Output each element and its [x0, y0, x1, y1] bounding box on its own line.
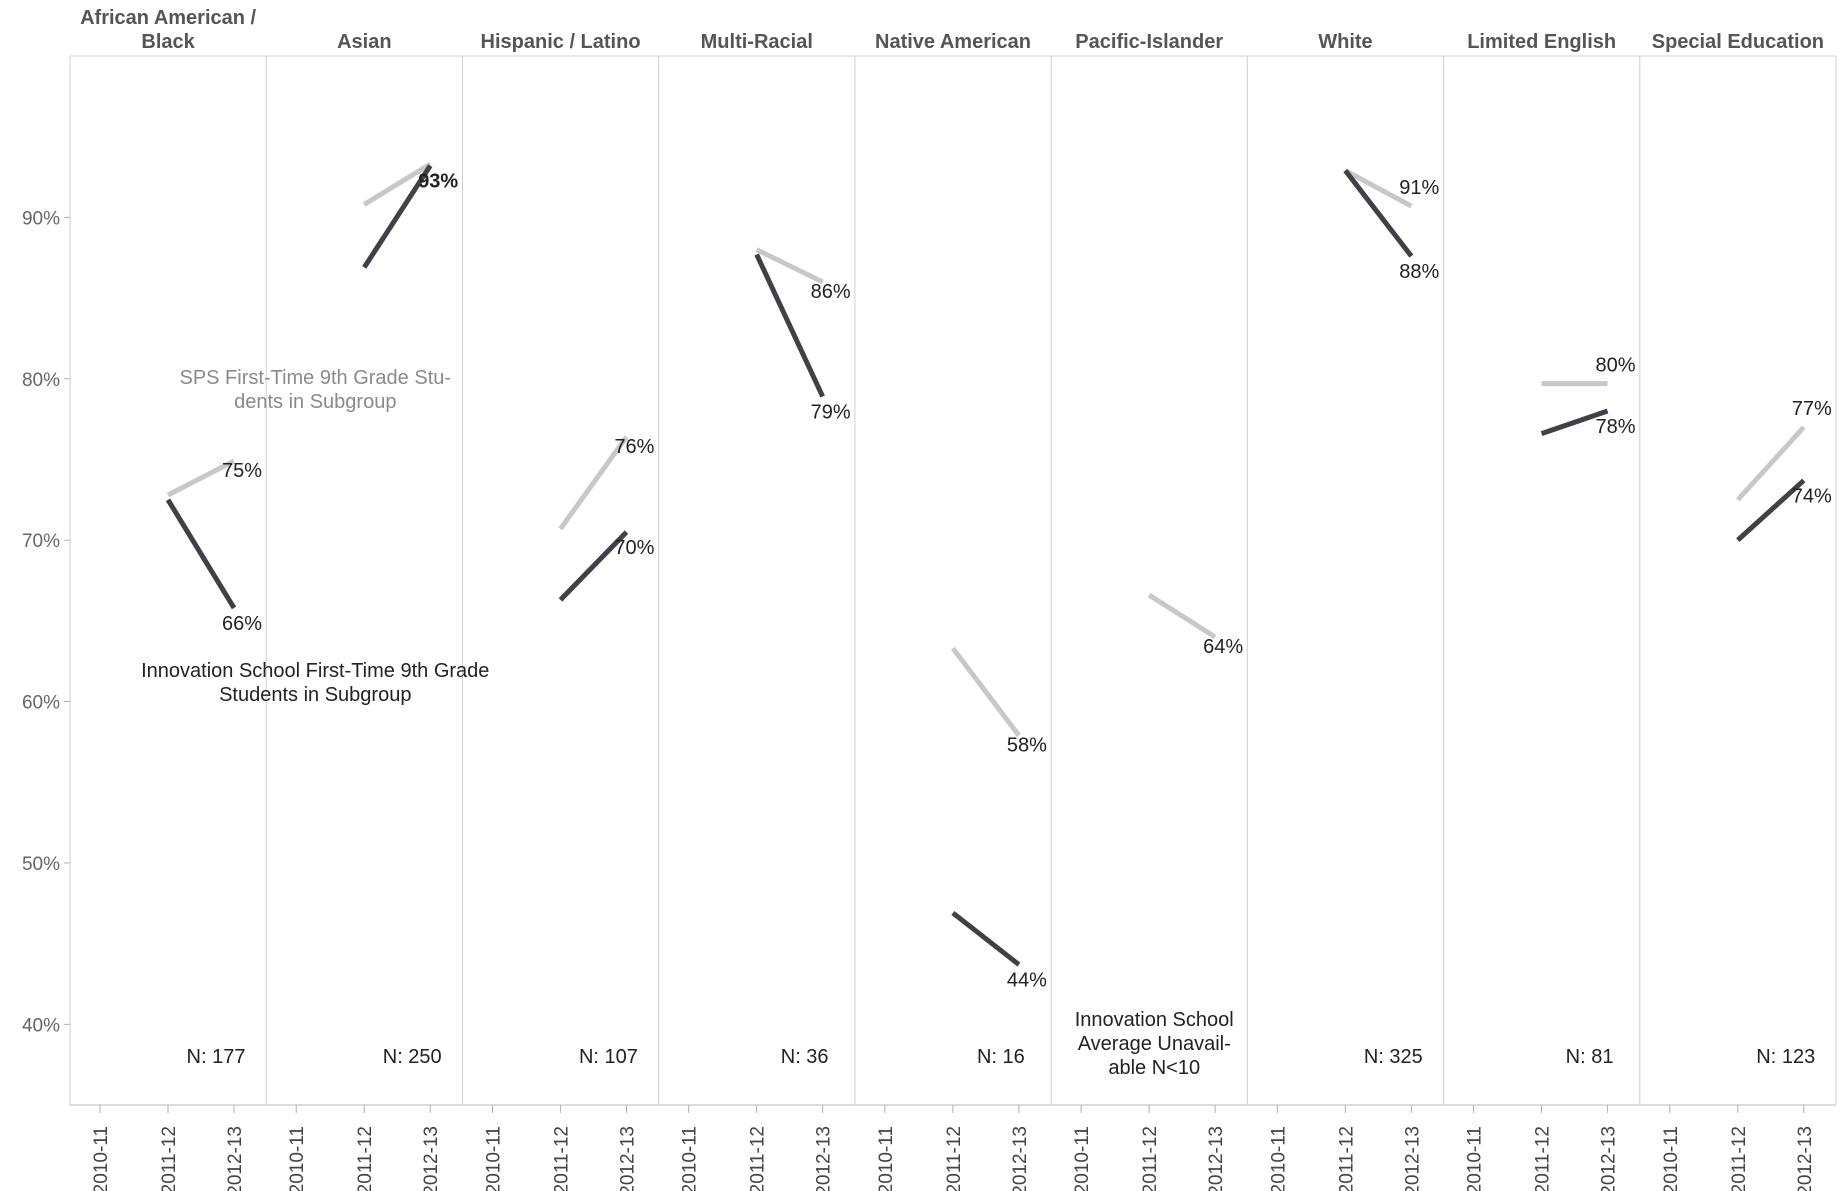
sps-series-annotation: SPS First-Time 9th Grade Stu- — [179, 367, 451, 389]
x-tick-label: 2012-13 — [1402, 1126, 1423, 1191]
x-tick-label: 2012-13 — [617, 1126, 638, 1191]
unavailable-annotation: Innovation School — [1075, 1009, 1234, 1031]
y-tick-label: 70% — [22, 531, 60, 552]
sps-data-label: 75% — [222, 460, 262, 482]
innovation-data-label: 93% — [418, 171, 458, 193]
innovation-data-label: 70% — [614, 537, 654, 559]
innovation-data-label: 66% — [222, 613, 262, 635]
innovation-line-segment — [1343, 169, 1414, 258]
x-tick-label: 2012-13 — [1795, 1126, 1816, 1191]
x-tick-label: 2011-12 — [159, 1126, 180, 1191]
sps-line-segment — [362, 161, 432, 207]
panel-header: Pacific-Islander — [1075, 31, 1223, 53]
panel-header: Special Education — [1652, 31, 1824, 53]
x-tick-label: 2011-12 — [1336, 1126, 1357, 1191]
panel-header: White — [1318, 31, 1372, 53]
x-tick-label: 2011-12 — [944, 1126, 965, 1191]
unavailable-annotation: Average Unavail- — [1078, 1033, 1231, 1055]
panel-header: Black — [141, 31, 195, 53]
sps-data-label: 76% — [614, 436, 654, 458]
x-tick-label: 2012-13 — [1010, 1126, 1031, 1191]
sps-line-segment — [166, 458, 236, 498]
sps-data-label: 86% — [811, 281, 851, 303]
x-tick-label: 2010-11 — [1661, 1126, 1682, 1191]
sps-data-label: 80% — [1596, 355, 1636, 377]
x-tick-label: 2010-11 — [287, 1126, 308, 1191]
n-count-label: N: 325 — [1364, 1046, 1423, 1068]
x-tick-label: 2012-13 — [1599, 1126, 1620, 1191]
x-tick-label: 2010-11 — [1465, 1126, 1486, 1191]
n-count-label: N: 177 — [187, 1046, 246, 1068]
x-tick-label: 2010-11 — [876, 1126, 897, 1191]
n-count-label: N: 250 — [383, 1046, 442, 1068]
x-tick-label: 2010-11 — [91, 1126, 112, 1191]
innovation-line-segment — [1736, 478, 1806, 543]
panel-header: Hispanic / Latino — [481, 31, 641, 53]
innovation-line-segment — [1540, 408, 1609, 437]
innovation-data-label: 88% — [1399, 261, 1439, 283]
n-count-label: N: 16 — [977, 1046, 1025, 1068]
x-tick-label: 2012-13 — [1206, 1126, 1227, 1191]
sps-data-label: 77% — [1792, 398, 1832, 420]
x-tick-label: 2012-13 — [814, 1126, 835, 1191]
panel-header: Asian — [337, 31, 391, 53]
innovation-line-segment — [558, 530, 629, 602]
sps-line-segment — [755, 247, 824, 285]
innovation-data-label: 79% — [811, 402, 851, 424]
sps-line-segment — [1147, 592, 1217, 640]
innovation-data-label: 44% — [1007, 970, 1047, 992]
sps-series-annotation: dents in Subgroup — [234, 391, 396, 413]
x-tick-label: 2011-12 — [1729, 1126, 1750, 1191]
x-tick-label: 2012-13 — [421, 1126, 442, 1191]
innovation-line-segment — [754, 253, 825, 398]
sps-line-segment — [1344, 168, 1413, 209]
sps-data-label: 91% — [1399, 177, 1439, 199]
x-tick-label: 2011-12 — [1140, 1126, 1161, 1191]
innovation-line-segment — [165, 498, 237, 610]
y-tick-label: 40% — [22, 1015, 60, 1036]
sps-line-segment — [950, 646, 1021, 737]
innovation-series-annotation: Innovation School First-Time 9th Grade — [141, 660, 489, 682]
panel-header: Native American — [875, 31, 1031, 53]
n-count-label: N: 123 — [1756, 1046, 1815, 1068]
x-tick-label: 2011-12 — [355, 1126, 376, 1191]
x-tick-label: 2010-11 — [680, 1126, 701, 1191]
panel-header: Limited English — [1467, 31, 1616, 53]
x-tick-label: 2011-12 — [551, 1126, 572, 1191]
innovation-line-segment — [362, 164, 433, 269]
innovation-data-label: 78% — [1596, 416, 1636, 438]
y-tick-label: 50% — [22, 854, 60, 875]
n-count-label: N: 36 — [781, 1046, 829, 1068]
panel-header: African American / — [80, 7, 256, 29]
sps-data-label: 58% — [1007, 734, 1047, 756]
sps-data-label: 64% — [1203, 636, 1243, 658]
innovation-data-label: 74% — [1792, 485, 1832, 507]
innovation-series-annotation: Students in Subgroup — [219, 684, 411, 706]
n-count-label: N: 107 — [579, 1046, 638, 1068]
unavailable-annotation: able N<10 — [1108, 1057, 1200, 1079]
x-tick-label: 2011-12 — [1533, 1126, 1554, 1191]
x-tick-label: 2011-12 — [748, 1126, 769, 1191]
x-tick-label: 2010-11 — [483, 1126, 504, 1191]
x-tick-label: 2010-11 — [1268, 1126, 1289, 1191]
x-tick-label: 2012-13 — [225, 1126, 246, 1191]
y-tick-label: 60% — [22, 693, 60, 714]
innovation-line-segment — [951, 910, 1021, 967]
sps-line-segment — [1735, 425, 1806, 502]
y-tick-label: 80% — [22, 370, 60, 391]
sps-line-segment — [558, 435, 629, 531]
y-tick-label: 90% — [22, 208, 60, 229]
x-tick-label: 2010-11 — [1072, 1126, 1093, 1191]
panel-header: Multi-Racial — [701, 31, 813, 53]
n-count-label: N: 81 — [1566, 1046, 1614, 1068]
